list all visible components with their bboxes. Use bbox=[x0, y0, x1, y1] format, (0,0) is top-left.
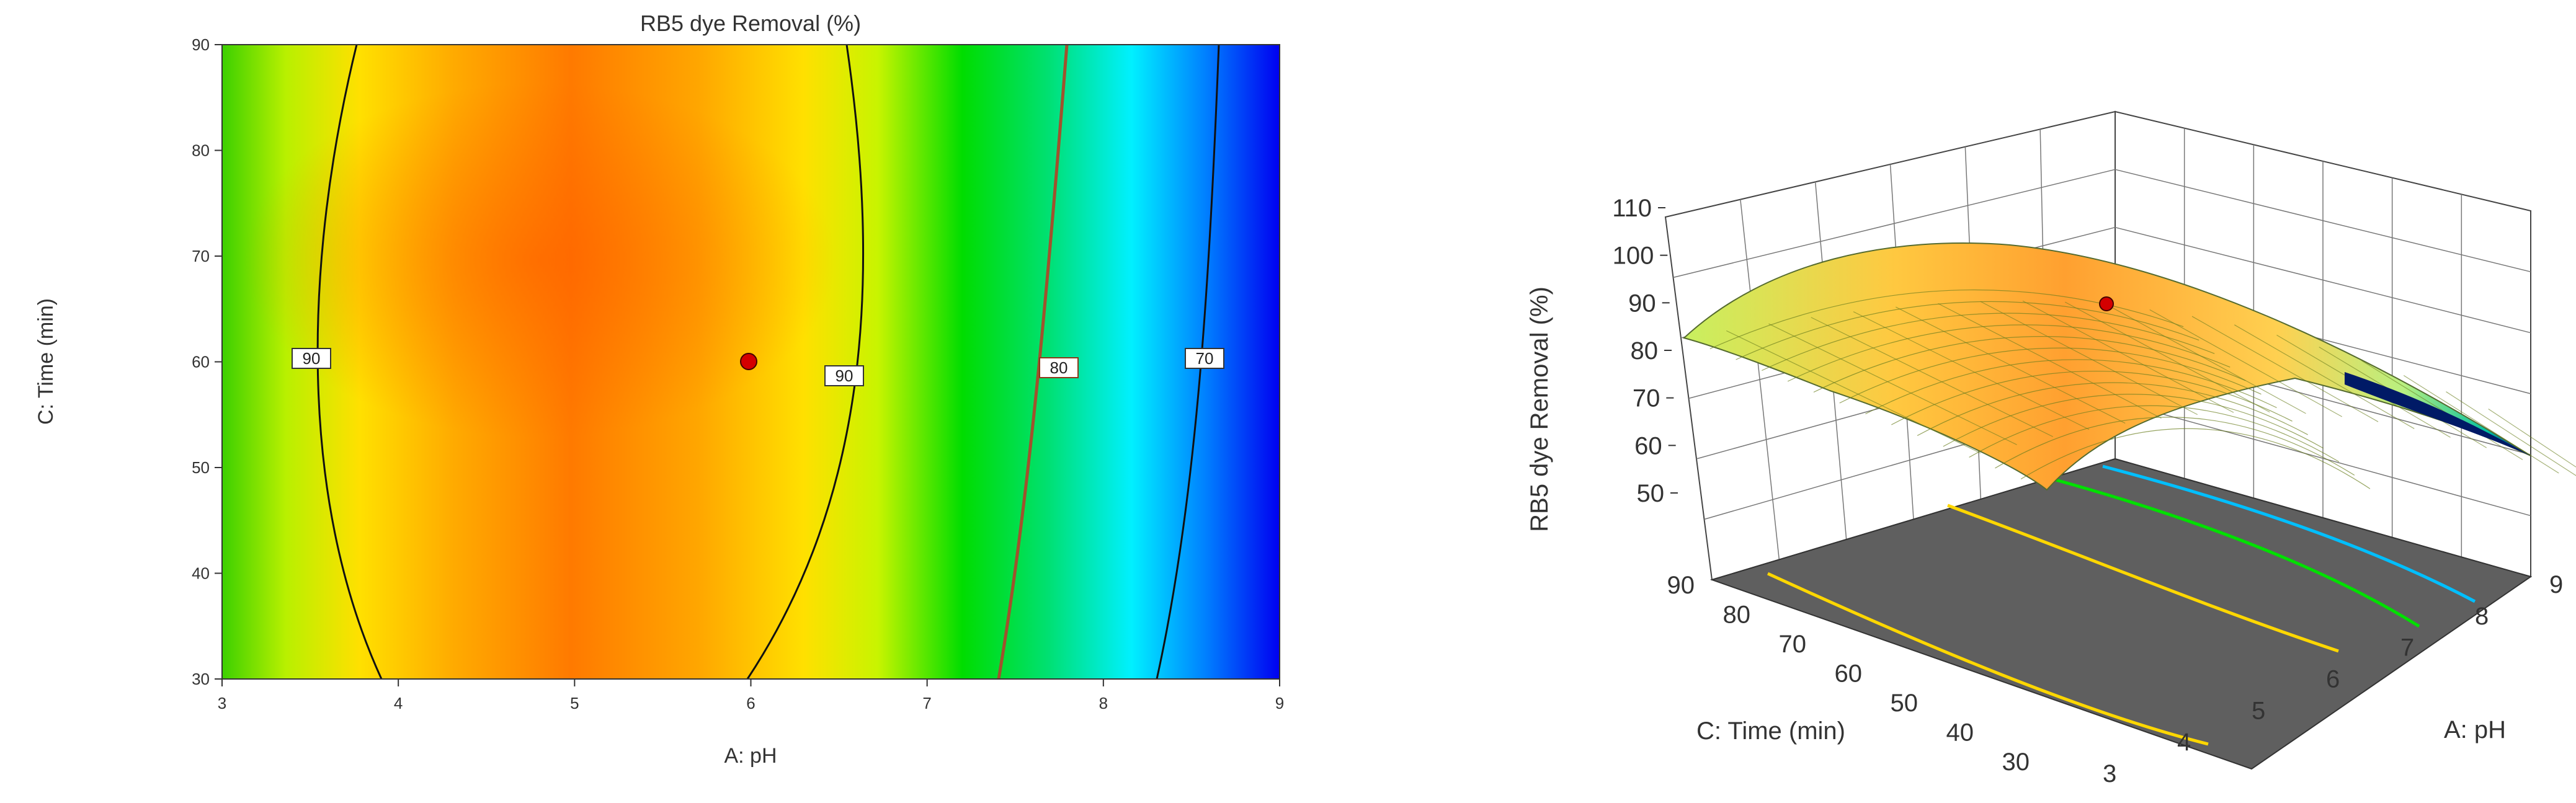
contour-x-label: A: pH bbox=[724, 744, 777, 768]
z-ticks: 50 60 70 80 90 100 110 bbox=[1612, 195, 1678, 507]
time-tick-label: 90 bbox=[1667, 572, 1695, 599]
time-tick-label: 50 bbox=[1891, 690, 1919, 717]
contour-x-tick-label: 6 bbox=[746, 694, 755, 712]
z-tick-label: 110 bbox=[1612, 195, 1652, 222]
contour-y-tick-label: 60 bbox=[192, 353, 210, 371]
surface-mesh bbox=[1709, 289, 2576, 489]
z-tick-label: 50 bbox=[1637, 480, 1665, 507]
svg-text:90: 90 bbox=[303, 349, 321, 368]
time-tick-label: 70 bbox=[1779, 631, 1807, 658]
time-axis-label: C: Time (min) bbox=[1696, 717, 1845, 745]
contour-y-tick-label: 50 bbox=[192, 458, 210, 477]
contour-line-70 bbox=[1156, 45, 1220, 679]
floor-contours bbox=[1767, 464, 2476, 746]
ph-tick-label: 6 bbox=[2326, 666, 2340, 693]
contour-x-tick-label: 4 bbox=[394, 694, 403, 712]
contour-x-tick-label: 3 bbox=[218, 694, 226, 712]
svg-text:80: 80 bbox=[1050, 358, 1068, 377]
z-tick-label: 70 bbox=[1633, 385, 1660, 412]
z-axis-label: RB5 dye Removal (%) bbox=[1526, 286, 1553, 532]
contour-x-tick-label: 8 bbox=[1099, 694, 1108, 712]
contour-line-80 bbox=[997, 45, 1069, 679]
z-tick-label: 60 bbox=[1634, 432, 1662, 459]
time-tick-label: 60 bbox=[1835, 660, 1863, 688]
contour-x-tick-label: 7 bbox=[922, 694, 931, 712]
contour-y-tick-label: 40 bbox=[192, 564, 210, 583]
contour-y-tick-label: 80 bbox=[192, 141, 210, 160]
time-tick-label: 80 bbox=[1723, 601, 1751, 629]
surface-design-point bbox=[2099, 296, 2114, 311]
contour-label-90-right: 90 bbox=[824, 365, 864, 386]
z-tick-label: 90 bbox=[1628, 290, 1656, 317]
z-tick-label: 80 bbox=[1631, 337, 1659, 365]
contour-label-80: 80 bbox=[1039, 357, 1079, 378]
ph-tick-label: 4 bbox=[2177, 729, 2191, 756]
ph-tick-label: 3 bbox=[2103, 760, 2116, 787]
surface-dark-edge bbox=[2345, 372, 2531, 456]
ph-ticks: 3 4 5 6 7 8 9 bbox=[2103, 571, 2563, 787]
contour-x-ticks: 3 4 5 6 7 8 9 bbox=[218, 679, 1284, 712]
response-surface bbox=[1682, 242, 2531, 491]
svg-text:90: 90 bbox=[836, 366, 853, 385]
svg-text:70: 70 bbox=[1196, 349, 1214, 368]
ph-axis-label: A: pH bbox=[2444, 716, 2506, 743]
contour-plot: RB5 dye Removal (%) 90 90 80 70 3 4 bbox=[34, 11, 1284, 768]
ph-tick-label: 7 bbox=[2400, 634, 2414, 662]
contour-y-label: C: Time (min) bbox=[34, 298, 58, 425]
contour-label-70: 70 bbox=[1185, 348, 1224, 369]
contour-label-90-left: 90 bbox=[292, 348, 331, 369]
contour-line-90-left bbox=[316, 45, 383, 679]
time-tick-label: 40 bbox=[1946, 719, 1974, 747]
time-tick-label: 30 bbox=[2002, 748, 2030, 776]
ph-tick-label: 5 bbox=[2252, 697, 2265, 724]
contour-title: RB5 dye Removal (%) bbox=[640, 11, 861, 36]
contour-x-tick-label: 5 bbox=[570, 694, 579, 712]
contour-y-ticks: 30 40 50 60 70 80 90 bbox=[192, 35, 222, 688]
time-ticks: 90 80 70 60 50 40 30 bbox=[1667, 572, 2030, 776]
contour-y-tick-label: 70 bbox=[192, 247, 210, 265]
contour-x-tick-label: 9 bbox=[1275, 694, 1284, 712]
z-tick-label: 100 bbox=[1613, 242, 1654, 270]
ph-tick-label: 8 bbox=[2475, 603, 2489, 630]
design-point bbox=[740, 353, 757, 370]
contour-y-tick-label: 90 bbox=[192, 35, 210, 54]
ph-tick-label: 9 bbox=[2549, 571, 2563, 598]
contour-y-tick-label: 30 bbox=[192, 670, 210, 688]
